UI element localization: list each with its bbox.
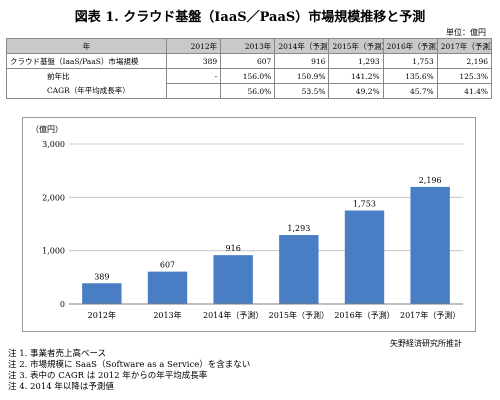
table-header-cell: 年 bbox=[6, 38, 167, 54]
value-labels: 389 607 916 1,293 1,753 2,196 bbox=[94, 176, 441, 281]
table-cell: 141.2% bbox=[328, 68, 384, 84]
table-cell: 135.6% bbox=[382, 68, 438, 84]
bar-chart-frame: （億円） 0 1,000 2,000 3,000 389 607 916 1,293 1,75… bbox=[22, 117, 476, 332]
x-tick-label: 2012年 bbox=[88, 310, 116, 320]
x-tick-label: 2015年（予測） bbox=[269, 310, 329, 320]
value-label: 389 bbox=[94, 272, 109, 281]
market-size-table: 年 2012年 2013年 2014年（予測） 2015年（予測） 2016年（… bbox=[6, 38, 493, 99]
source-note: 矢野経済研究所推計 bbox=[390, 339, 462, 348]
x-tick-label: 2017年（予測） bbox=[400, 310, 460, 320]
bar bbox=[82, 283, 122, 304]
y-tick-label: 2,000 bbox=[42, 193, 65, 202]
bars bbox=[82, 186, 450, 304]
bar bbox=[410, 186, 450, 304]
value-label: 607 bbox=[160, 261, 175, 270]
y-tick-label: 1,000 bbox=[42, 247, 65, 256]
y-tick-label: 0 bbox=[60, 300, 65, 309]
y-axis-ticks: 0 1,000 2,000 3,000 bbox=[42, 140, 65, 309]
note-line: 注 1. 事業者売上高ベース bbox=[8, 349, 107, 359]
y-tick-label: 3,000 bbox=[42, 140, 65, 149]
row-label: CAGR（年平均成長率） bbox=[6, 83, 167, 99]
bar bbox=[213, 255, 253, 304]
table-cell: 150.9% bbox=[274, 68, 330, 84]
x-axis-labels: 2012年 2013年 2014年（予測） 2015年（予測） 2016年（予測） 201… bbox=[88, 310, 461, 320]
bar-chart: （億円） 0 1,000 2,000 3,000 389 607 916 1,293 1,75… bbox=[31, 124, 463, 320]
table-row: CAGR（年平均成長率） 56.0% 53.5% 49.2% 45.7% 41.… bbox=[6, 83, 493, 99]
table-cell: - bbox=[165, 68, 222, 84]
y-axis-label: （億円） bbox=[31, 124, 63, 134]
table-header-cell: 2016年（予測） bbox=[382, 38, 438, 54]
table-cell: 53.5% bbox=[274, 83, 330, 99]
table-header-cell: 2015年（予測） bbox=[328, 38, 384, 54]
table-cell: 45.7% bbox=[382, 83, 438, 99]
note-line: 注 4. 2014 年以降は予測値 bbox=[8, 382, 114, 392]
value-label: 1,753 bbox=[353, 200, 376, 209]
table-cell: 1,753 bbox=[382, 53, 438, 69]
note-line: 注 3. 表中の CAGR は 2012 年からの年平均成長率 bbox=[8, 371, 208, 381]
x-tick-label: 2014年（予測） bbox=[203, 310, 263, 320]
grid-lines bbox=[69, 143, 463, 252]
row-label: クラウド基盤（IaaS/PaaS）市場規模 bbox=[6, 53, 167, 69]
figure-title: 図表 1. クラウド基盤（IaaS／PaaS）市場規模推移と予測 bbox=[74, 10, 426, 25]
x-tick-label: 2013年 bbox=[153, 310, 181, 320]
value-label: 1,293 bbox=[287, 224, 310, 233]
table-header-cell: 2012年 bbox=[165, 38, 222, 54]
table-row: 前年比 - 156.0% 150.9% 141.2% 135.6% 125.3% bbox=[6, 68, 493, 84]
note-line: 注 2. 市場規模に SaaS（Software as a Service）を含… bbox=[8, 360, 251, 370]
table-cell: 2,196 bbox=[436, 53, 493, 69]
bar bbox=[344, 210, 385, 304]
row-label: 前年比 bbox=[6, 68, 167, 84]
table-cell: 1,293 bbox=[328, 53, 384, 69]
value-label: 916 bbox=[226, 244, 241, 253]
table-header-cell: 2017年（予測） bbox=[436, 38, 493, 54]
table-cell: 56.0% bbox=[220, 83, 276, 99]
table-cell: 607 bbox=[220, 53, 276, 69]
table-cell: 125.3% bbox=[436, 68, 493, 84]
table-cell: 916 bbox=[274, 53, 330, 69]
table-row: クラウド基盤（IaaS/PaaS）市場規模 389 607 916 1,293 … bbox=[6, 53, 493, 69]
bar bbox=[147, 271, 188, 304]
table-cell: 49.2% bbox=[328, 83, 384, 99]
table-cell: 156.0% bbox=[220, 68, 276, 84]
x-tick-label: 2016年（予測） bbox=[334, 310, 394, 320]
table-header-cell: 2013年 bbox=[220, 38, 276, 54]
table-cell: 41.4% bbox=[436, 83, 493, 99]
table-header-row: 年 2012年 2013年 2014年（予測） 2015年（予測） 2016年（… bbox=[6, 38, 493, 54]
table-cell: 389 bbox=[165, 53, 222, 69]
notes: 注 1. 事業者売上高ベース 注 2. 市場規模に SaaS（Software … bbox=[8, 349, 250, 393]
bar bbox=[279, 235, 319, 304]
table-cell bbox=[165, 83, 222, 99]
value-label: 2,196 bbox=[419, 176, 442, 185]
unit-label: 単位：億円 bbox=[446, 28, 486, 37]
table-header-cell: 2014年（予測） bbox=[274, 38, 330, 54]
